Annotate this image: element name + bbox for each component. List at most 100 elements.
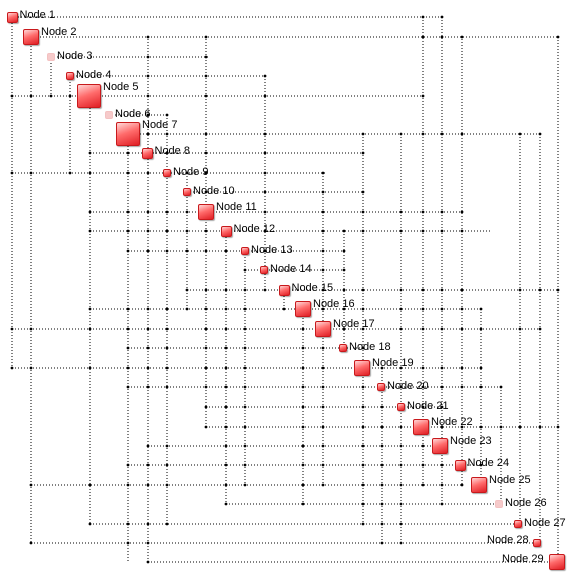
junction-150 [301,366,305,370]
junction-23 [88,307,92,311]
node-27-label: Node 27 [524,517,566,529]
junction-284 [538,425,542,429]
junction-265 [460,385,464,389]
junction-172 [321,444,325,448]
junction-67 [165,151,169,155]
junction-43 [146,35,150,39]
node-16[interactable] [295,301,311,317]
junction-236 [421,385,425,389]
node-29[interactable] [549,554,565,570]
junction-266 [460,425,464,429]
junction-174 [321,483,325,487]
junction-139 [263,190,267,194]
node-4[interactable] [66,72,74,80]
node-8[interactable] [141,147,153,159]
junction-88 [204,35,208,39]
node-10[interactable] [183,188,191,196]
junction-63 [146,541,150,545]
node-14-label: Node 14 [270,263,312,275]
junction-229 [421,132,425,136]
node-17-label: Node 17 [333,318,375,330]
node-28[interactable] [533,539,541,547]
junction-48 [146,132,150,136]
junction-146 [282,307,286,311]
node-25[interactable] [471,477,487,493]
node-9[interactable] [163,169,171,177]
junction-244 [440,132,444,136]
node-7[interactable] [116,122,140,146]
node-12[interactable] [220,225,232,237]
node-18[interactable] [339,344,347,352]
junction-202 [380,405,384,409]
junction-89 [204,55,208,59]
junction-277 [518,132,522,136]
junction-278 [518,288,522,292]
node-7-label: Node 7 [142,119,178,131]
node-6[interactable] [105,111,113,119]
junction-38 [126,385,130,389]
junction-226 [421,15,425,19]
junction-124 [243,307,247,311]
node-15-label: Node 15 [291,281,334,294]
junction-30 [126,171,130,175]
node-14[interactable] [260,266,268,274]
node-19[interactable] [354,360,370,376]
junction-65 [165,113,169,117]
junction-276 [499,425,503,429]
node-22[interactable] [413,419,429,435]
junction-84 [185,229,189,233]
junction-74 [165,346,169,350]
junction-86 [185,288,189,292]
junction-103 [204,366,208,370]
junction-250 [440,366,444,370]
junction-259 [460,210,464,214]
junction-233 [421,307,425,311]
junction-80 [165,522,169,526]
node-23[interactable] [432,438,448,454]
junction-138 [263,171,267,175]
junction-205 [380,463,384,467]
junction-8 [29,171,33,175]
junction-189 [361,327,365,331]
junction-33 [126,249,130,253]
node-20-label: Node 20 [387,380,429,392]
node-1[interactable] [6,11,18,23]
junction-55 [146,327,150,331]
junction-29 [126,151,130,155]
node-24[interactable] [454,459,466,471]
junction-198 [361,502,365,506]
node-20[interactable] [377,383,385,391]
junction-280 [518,425,522,429]
junction-109 [224,288,228,292]
node-21[interactable] [397,403,405,411]
node-15[interactable] [278,284,290,296]
junction-117 [224,444,228,448]
junction-175 [342,229,346,233]
node-2[interactable] [23,29,39,45]
junction-57 [146,366,150,370]
node-3[interactable] [47,53,55,61]
junction-176 [342,249,346,253]
junction-271 [479,366,483,370]
junction-183 [361,151,365,155]
junction-177 [342,268,346,272]
node-5[interactable] [77,84,101,108]
junction-231 [421,229,425,233]
node-11[interactable] [198,204,214,220]
junction-31 [126,210,130,214]
node-13[interactable] [241,247,249,255]
junction-171 [321,425,325,429]
node-5-label: Node 5 [103,81,139,93]
junction-116 [224,425,228,429]
node-17[interactable] [315,321,331,337]
node-27[interactable] [514,520,522,528]
junction-22 [88,229,92,233]
junction-62 [146,522,150,526]
junction-32 [126,229,130,233]
junction-54 [146,307,150,311]
node-26[interactable] [495,500,503,508]
junction-155 [301,463,305,467]
junction-104 [204,385,208,389]
junction-283 [538,327,542,331]
